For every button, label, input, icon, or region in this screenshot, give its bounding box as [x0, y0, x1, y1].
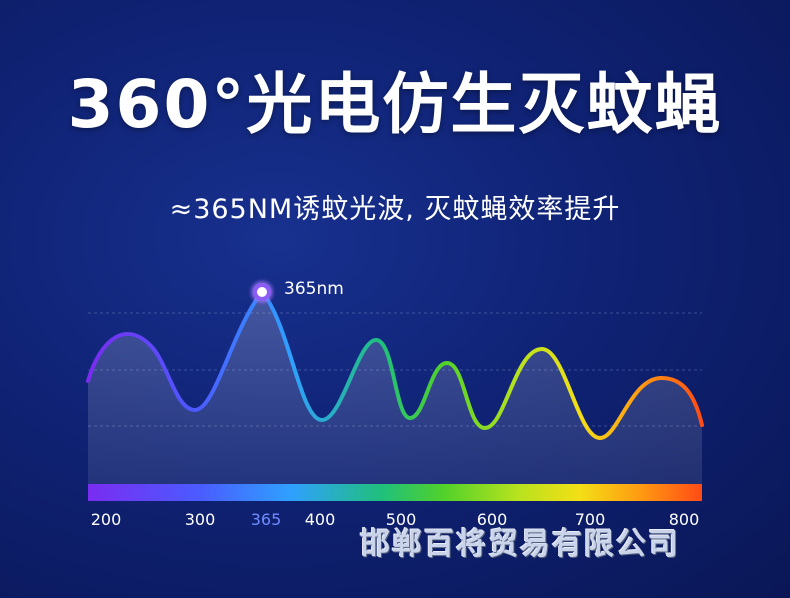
tick-label: 700 [574, 510, 606, 529]
spectrum-curve [86, 288, 704, 441]
headline: 360°光电仿生灭蚊蝇 [67, 66, 723, 143]
tick-label: 800 [668, 510, 700, 529]
subline: ≈365NM诱蚊光波, 灭蚊蝇效率提升 [169, 194, 621, 225]
peak-marker [248, 278, 276, 306]
tick-label-highlight: 365 [250, 510, 282, 529]
peak-label: 365nm [284, 279, 344, 299]
spectrum-bar [88, 484, 702, 501]
tick-label: 600 [476, 510, 508, 529]
tick-label: 500 [385, 510, 417, 529]
spectrum-area [88, 292, 702, 500]
company-watermark: 邯郸百将贸易有限公司 [360, 527, 680, 562]
tick-label: 300 [184, 510, 216, 529]
tick-label: 200 [90, 510, 122, 529]
tick-label: 400 [304, 510, 336, 529]
